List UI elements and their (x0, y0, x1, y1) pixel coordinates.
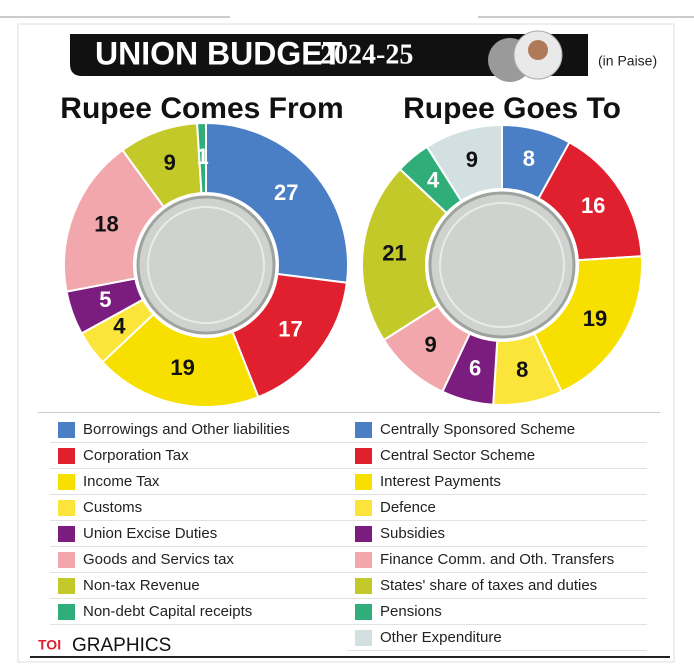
data-label: 17 (278, 316, 302, 341)
legend-swatch (58, 422, 75, 438)
data-label: 5 (99, 287, 111, 312)
legend-swatch (355, 500, 372, 516)
unit-note: (in Paise) (598, 53, 657, 69)
legend-rule (50, 468, 350, 469)
legend-label: Non-tax Revenue (83, 577, 200, 594)
legend-label: States' share of taxes and duties (380, 577, 597, 594)
legend-swatch (58, 578, 75, 594)
legend-rule (347, 572, 647, 573)
data-label: 6 (469, 355, 481, 380)
legend-swatch (58, 500, 75, 516)
legend-swatch (355, 578, 372, 594)
legend-rule (50, 572, 350, 573)
legend-swatch (58, 552, 75, 568)
data-label: 4 (113, 314, 126, 339)
legend-rule (50, 442, 350, 443)
legend-rule (347, 546, 647, 547)
legend-swatch (58, 448, 75, 464)
legend-rule (50, 546, 350, 547)
legend-label: Defence (380, 499, 436, 516)
footer-label: GRAPHICS (72, 635, 171, 656)
legend-label: Other Expenditure (380, 629, 502, 646)
legend-swatch (58, 604, 75, 620)
donut-segment (196, 121, 207, 195)
data-label: 8 (516, 357, 528, 382)
header-title: UNION BUDGET (95, 35, 343, 71)
legend-label: Borrowings and Other liabilities (83, 421, 290, 438)
legend-label: Income Tax (83, 473, 160, 490)
legend-swatch (355, 448, 372, 464)
rule (478, 16, 694, 18)
header-banner (70, 34, 588, 76)
legend-label: Goods and Servics tax (83, 551, 234, 568)
legend-label: Customs (83, 499, 142, 516)
coin-rim (147, 206, 265, 324)
legend-rule (347, 494, 647, 495)
donut-segment (101, 312, 260, 408)
footer-brand: TOI (38, 637, 61, 653)
legend-swatch (355, 630, 372, 646)
donut-segment (361, 167, 449, 342)
data-label: 16 (581, 193, 605, 218)
data-label: 19 (583, 306, 607, 331)
data-label: 4 (427, 168, 440, 193)
coin (428, 191, 576, 339)
legend-label: Non-debt Capital receipts (83, 603, 252, 620)
legend-label: Central Sector Scheme (380, 447, 535, 464)
coin-rim (439, 202, 565, 328)
data-label: 8 (523, 146, 535, 171)
rule (38, 412, 660, 413)
legend-rule (347, 598, 647, 599)
legend-label: Interest Payments (380, 473, 501, 490)
legend-label: Corporation Tax (83, 447, 189, 464)
legend-label: Subsidies (380, 525, 445, 542)
legend-rule (347, 442, 647, 443)
rule (0, 16, 230, 18)
data-label: 9 (164, 150, 176, 175)
legend-swatch (355, 604, 372, 620)
donut-segment (231, 272, 348, 399)
legend-label: Finance Comm. and Oth. Transfers (380, 551, 614, 568)
data-label: 21 (382, 241, 406, 266)
chart-title: Rupee Goes To (403, 92, 621, 125)
portrait-face (528, 40, 548, 60)
legend-rule (50, 624, 350, 625)
legend-rule (50, 494, 350, 495)
legend-rule (50, 598, 350, 599)
data-label: 19 (170, 355, 194, 380)
legend-label: Pensions (380, 603, 442, 620)
data-label: 27 (274, 180, 298, 205)
data-label: 9 (466, 147, 478, 172)
legend-rule (347, 650, 647, 651)
legend-rule (50, 520, 350, 521)
legend-swatch (355, 552, 372, 568)
legend-swatch (355, 474, 372, 490)
legend-swatch (355, 526, 372, 542)
data-label: 18 (94, 211, 118, 236)
legend-swatch (58, 526, 75, 542)
legend-label: Union Excise Duties (83, 525, 217, 542)
donut-segment (63, 148, 166, 293)
legend-rule (347, 468, 647, 469)
donut-segment (425, 123, 503, 203)
legend-rule (347, 624, 647, 625)
legend-label: Centrally Sponsored Scheme (380, 421, 575, 438)
coin (136, 195, 276, 335)
legend-swatch (58, 474, 75, 490)
legend-swatch (355, 422, 372, 438)
legend-rule (347, 520, 647, 521)
data-label: 9 (424, 332, 436, 357)
footer: TOI GRAPHICS (30, 635, 670, 658)
rule (30, 656, 670, 658)
header-year: 2024-25 (320, 39, 413, 70)
chart-title: Rupee Comes From (60, 92, 343, 125)
data-label: 1 (197, 144, 209, 169)
donut-segment (205, 121, 349, 284)
